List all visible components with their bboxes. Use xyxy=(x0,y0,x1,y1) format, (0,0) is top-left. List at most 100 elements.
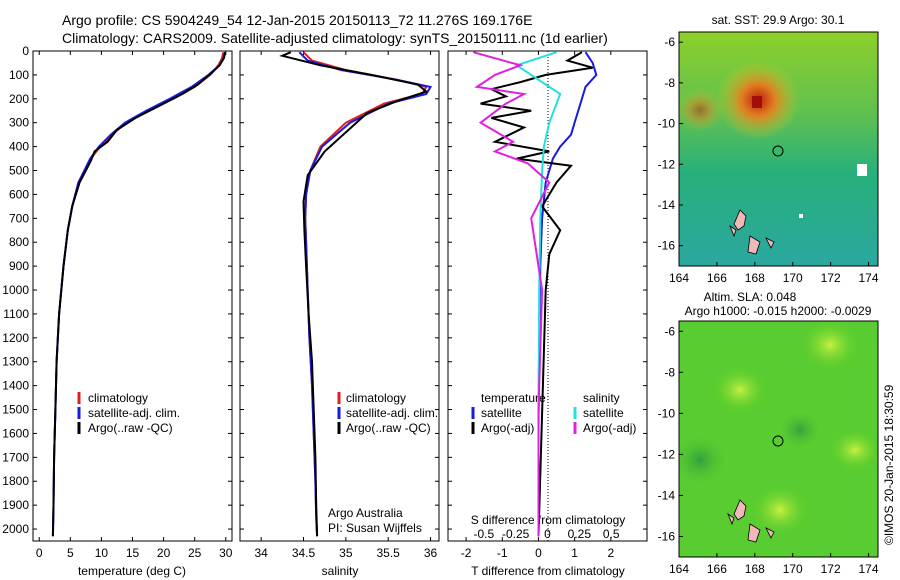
sla-map-subtitle: Argo h1000: -0.015 h2000: -0.0029 xyxy=(685,304,872,318)
legend-label-argo: Argo(..raw -QC) xyxy=(346,421,431,435)
depth-tick-label: 1600 xyxy=(2,426,29,440)
map-x-tick-label: 172 xyxy=(821,271,841,285)
map-y-tick-label: -6 xyxy=(664,35,675,49)
legend-label-s-satellite: satellite xyxy=(583,406,624,420)
depth-tick-label: 400 xyxy=(9,140,29,154)
map-y-tick-label: -14 xyxy=(658,198,676,212)
map-y-tick-label: -8 xyxy=(664,365,675,379)
series-line-climatology xyxy=(302,51,428,537)
x-tick-label: 36 xyxy=(424,546,438,560)
sst-map-title: sat. SST: 29.9 Argo: 30.1 xyxy=(712,13,845,27)
series-line-satellite-adj-clim- xyxy=(298,51,433,537)
depth-tick-label: 800 xyxy=(9,235,29,249)
map-x-tick-label: 174 xyxy=(859,562,879,576)
s-tick-label: 0.5 xyxy=(603,527,620,541)
sst-map-panel: sat. SST: 29.9 Argo: 30.1 164 166 168 170 17… xyxy=(658,13,879,285)
header-line2: Climatology: CARS2009. Satellite-adjuste… xyxy=(62,30,608,46)
map-y-tick-label: -16 xyxy=(658,529,676,543)
depth-tick-label: 1100 xyxy=(3,307,29,321)
map-y-tick-label: -6 xyxy=(664,324,675,338)
salinity-panel: climatology satellite-adj. clim. Argo(..… xyxy=(239,50,440,578)
depth-tick-label: 1800 xyxy=(2,474,29,488)
depth-tick-label: 200 xyxy=(9,92,29,106)
map-y-tick-label: -12 xyxy=(658,447,676,461)
x-tick-label: 34 xyxy=(254,546,268,560)
legend-label-t-satellite: satellite xyxy=(481,406,522,420)
depth-tick-label: 1200 xyxy=(2,331,29,345)
salinity-annotation-line2: PI: Susan Wijffels xyxy=(328,521,422,535)
s-tick-label: -0.5 xyxy=(473,527,494,541)
legend-title-salinity: salinity xyxy=(583,391,620,405)
map-x-tick-label: 164 xyxy=(669,562,689,576)
difference-axes xyxy=(447,50,648,542)
legend-label-argo: Argo(..raw -QC) xyxy=(88,421,173,435)
sla-map-frame xyxy=(678,320,879,558)
map-x-tick-label: 170 xyxy=(783,562,803,576)
imos-stamp: ©IMOS 20-Jan-2015 18:30:59 xyxy=(882,384,896,545)
x-tick-label: -2 xyxy=(461,546,472,560)
x-tick-label: 2 xyxy=(607,546,614,560)
temperature-axes xyxy=(32,50,233,542)
depth-tick-label: 0 xyxy=(22,44,29,58)
depth-tick-label: 500 xyxy=(9,164,29,178)
depth-tick-label: 700 xyxy=(9,211,29,225)
x-tick-label: 10 xyxy=(95,546,109,560)
map-x-tick-label: 164 xyxy=(669,271,689,285)
series-line-temperature-argo-adj- xyxy=(480,51,593,537)
x-tick-label: 1 xyxy=(571,546,578,560)
map-x-tick-label: 166 xyxy=(707,271,727,285)
sla-map-panel: Altim. SLA: 0.048 Argo h1000: -0.015 h20… xyxy=(658,290,879,576)
x-tick-label: 25 xyxy=(188,546,202,560)
depth-tick-label: 2000 xyxy=(2,522,29,536)
sst-float-marker xyxy=(772,145,784,157)
x-tick-label: 5 xyxy=(67,546,74,560)
x-tick-label: 35 xyxy=(339,546,353,560)
difference-xlabel: T difference from climatology xyxy=(471,564,625,578)
sst-map-image xyxy=(679,32,878,266)
map-x-tick-label: 172 xyxy=(821,562,841,576)
depth-tick-label: 1700 xyxy=(2,450,29,464)
salinity-xlabel: salinity xyxy=(322,564,359,578)
map-x-tick-label: 168 xyxy=(745,271,765,285)
series-line-argo-raw-qc- xyxy=(51,51,227,537)
series-line-salinity-argo-adj- xyxy=(473,51,551,537)
difference-xlabel-top: S difference from climatology xyxy=(471,513,626,527)
depth-tick-label: 1300 xyxy=(2,355,29,369)
temperature-legend: climatology satellite-adj. clim. Argo(..… xyxy=(77,391,180,435)
legend-label-climatology: climatology xyxy=(346,391,406,405)
series-line-argo-raw-qc- xyxy=(279,51,429,537)
temperature-panel: climatology satellite-adj. clim. Argo(..… xyxy=(2,44,232,578)
s-tick-label: -0.25 xyxy=(502,527,530,541)
s-tick-label: 0 xyxy=(544,527,551,541)
x-tick-label: 15 xyxy=(126,546,140,560)
header-line1: Argo profile: CS 5904249_54 12-Jan-2015 … xyxy=(62,12,532,28)
x-tick-label: 30 xyxy=(219,546,233,560)
map-y-tick-label: -16 xyxy=(658,239,676,253)
salinity-axes xyxy=(239,50,440,542)
map-y-tick-label: -10 xyxy=(658,117,676,131)
map-x-tick-label: 174 xyxy=(859,271,879,285)
legend-label-t-argo: Argo(-adj) xyxy=(481,421,534,435)
difference-legend: temperature salinity satellite Argo(-adj… xyxy=(471,391,636,435)
x-tick-label: 20 xyxy=(157,546,171,560)
depth-tick-label: 300 xyxy=(9,116,29,130)
x-tick-label: 0 xyxy=(36,546,43,560)
depth-tick-label: 900 xyxy=(9,259,29,273)
legend-label-climatology: climatology xyxy=(88,391,148,405)
series-line-temperature-satellite xyxy=(537,51,598,537)
temperature-xlabel: temperature (deg C) xyxy=(78,564,186,578)
x-tick-label: 34.5 xyxy=(292,546,316,560)
series-line-climatology xyxy=(51,51,225,537)
s-tick-label: 0.25 xyxy=(568,527,592,541)
difference-panel: temperature salinity satellite Argo(-adj… xyxy=(447,50,648,578)
depth-tick-label: 1500 xyxy=(2,403,29,417)
legend-label-satellite: satellite-adj. clim. xyxy=(346,406,438,420)
map-y-tick-label: -14 xyxy=(658,488,676,502)
salinity-annotation-line1: Argo Australia xyxy=(328,506,403,520)
depth-tick-label: 1000 xyxy=(2,283,29,297)
sla-map-image xyxy=(679,321,878,557)
legend-label-satellite: satellite-adj. clim. xyxy=(88,406,180,420)
depth-tick-label: 1900 xyxy=(2,498,29,512)
map-x-tick-label: 168 xyxy=(745,562,765,576)
